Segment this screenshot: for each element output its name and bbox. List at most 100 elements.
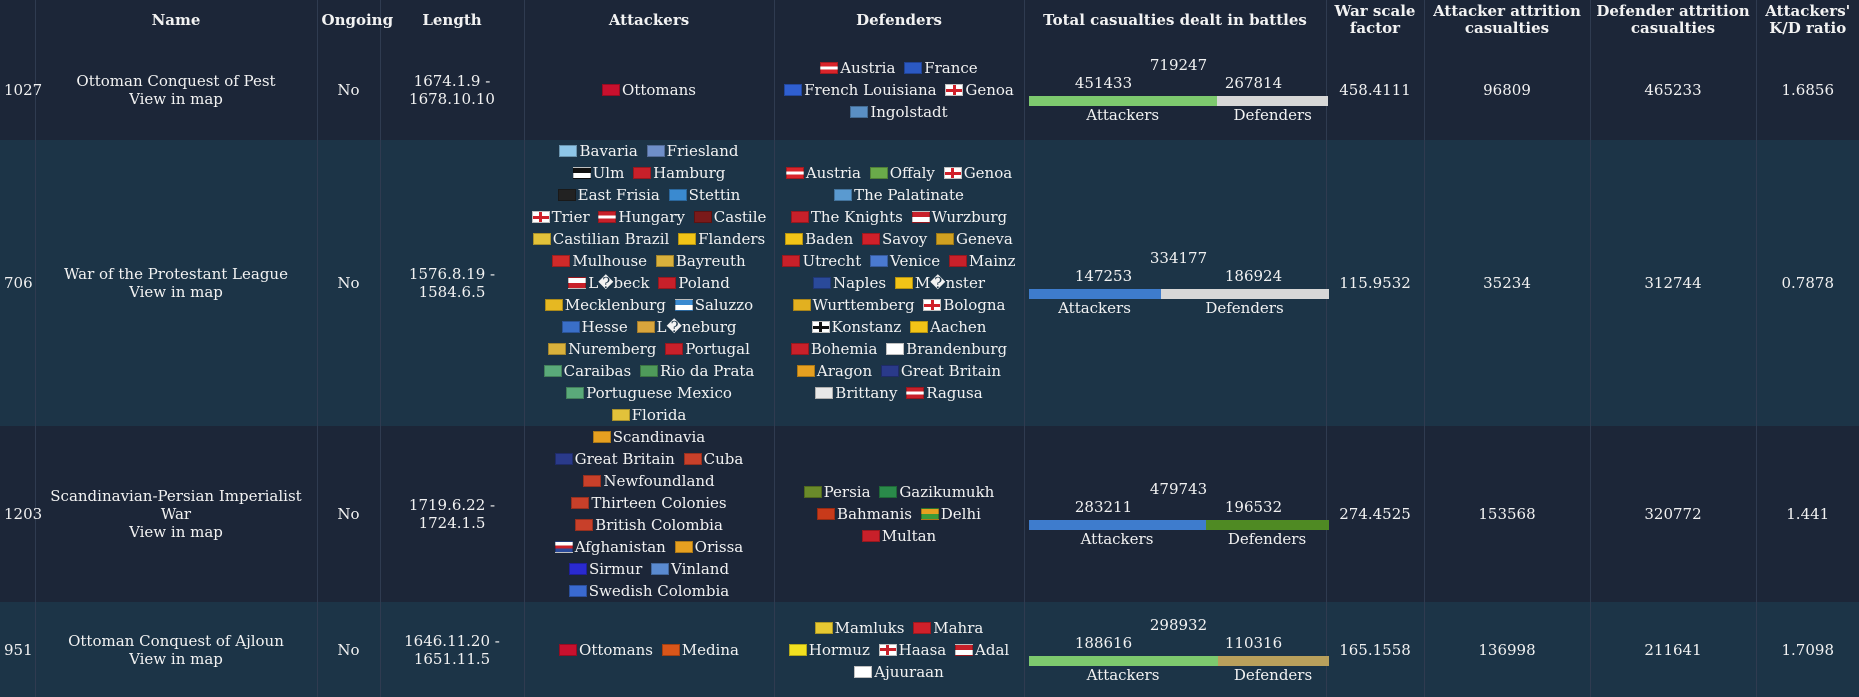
country-entry[interactable]: Adal [955,641,1009,659]
country-entry[interactable]: Ottomans [559,641,653,659]
country-entry[interactable]: Bahmanis [817,505,912,523]
country-entry[interactable]: Savoy [862,230,927,248]
country-entry[interactable]: Cuba [683,450,743,468]
country-entry[interactable]: Stettin [668,186,740,204]
country-entry[interactable]: Brandenburg [886,340,1007,358]
country-entry[interactable]: Friesland [646,142,739,160]
country-entry[interactable]: Florida [611,406,686,424]
country-entry[interactable]: Medina [661,641,739,659]
country-entry[interactable]: The Knights [790,208,903,226]
country-entry[interactable]: M�nster [894,274,985,292]
country-entry[interactable]: Portuguese Mexico [566,384,732,402]
country-entry[interactable]: Castilian Brazil [532,230,669,248]
country-entry[interactable]: Genoa [945,81,1014,99]
header-length[interactable]: Length [380,0,525,40]
header-attackers[interactable]: Attackers [524,0,775,40]
country-entry[interactable]: Offaly [869,164,935,182]
country-entry[interactable]: Hormuz [788,641,870,659]
country-entry[interactable]: Mainz [948,252,1016,270]
flag-icon [814,621,833,634]
country-entry[interactable]: Afghanistan [554,538,666,556]
view-in-map-link[interactable]: View in map [129,90,223,108]
header-defender-attrition[interactable]: Defender attrition casualties [1590,0,1757,40]
country-entry[interactable]: Ottomans [602,81,696,99]
header-ongoing[interactable]: Ongoing [317,0,393,40]
country-entry[interactable]: Ragusa [906,384,983,402]
country-entry[interactable]: Nuremberg [548,340,656,358]
country-entry[interactable]: Newfoundland [583,472,715,490]
country-entry[interactable]: Ingolstadt [850,103,948,121]
header-kd-ratio[interactable]: Attackers' K/D ratio [1765,2,1851,37]
country-entry[interactable]: Austria [820,59,895,77]
country-entry[interactable]: Bohemia [790,340,877,358]
country-entry[interactable]: Hesse [561,318,628,336]
country-entry[interactable]: France [904,59,978,77]
country-entry[interactable]: Utrecht [782,252,861,270]
country-entry[interactable]: Ajuuraan [854,663,944,681]
country-entry[interactable]: Vinland [651,560,729,578]
country-entry[interactable]: Scandinavia [592,428,705,446]
header-war-scale[interactable]: War scale factor [1326,0,1425,40]
country-entry[interactable]: Rio da Prata [639,362,754,380]
country-entry[interactable]: British Colombia [575,516,723,534]
country-entry[interactable]: Great Britain [554,450,675,468]
table-row: 1203 Scandinavian-Persian Imperialist Wa… [0,426,1859,602]
country-entry[interactable]: Ulm [572,164,625,182]
country-entry[interactable]: Baden [785,230,853,248]
country-entry[interactable]: Bayreuth [655,252,746,270]
country-entry[interactable]: Flanders [678,230,765,248]
country-entry[interactable]: Delhi [920,505,981,523]
country-entry[interactable]: L�beck [568,274,650,292]
country-entry[interactable]: Bavaria [559,142,638,160]
country-entry[interactable]: Mecklenburg [544,296,666,314]
country-entry[interactable]: Bologna [923,296,1005,314]
view-in-map-link[interactable]: View in map [129,283,223,301]
country-entry[interactable]: Brittany [815,384,897,402]
country-entry[interactable]: French Louisiana [784,81,937,99]
country-entry[interactable]: Castile [693,208,766,226]
country-entry[interactable]: Austria [785,164,861,182]
country-entry[interactable]: Konstanz [811,318,901,336]
war-length: 1646.11.20 - 1651.11.5 [380,602,525,697]
country-entry[interactable]: Mamluks [814,619,904,637]
country-entry[interactable]: The Palatinate [834,186,964,204]
country-entry[interactable]: Swedish Colombia [568,582,729,600]
header-name[interactable]: Name [35,0,318,40]
country-name: Ulm [592,164,625,182]
country-entry[interactable]: Mulhouse [552,252,647,270]
country-entry[interactable]: Haasa [878,641,946,659]
country-name: Afghanistan [574,538,666,556]
country-entry[interactable]: Aachen [910,318,986,336]
country-entry[interactable]: Geneva [936,230,1013,248]
header-attacker-attrition[interactable]: Attacker attrition casualties [1424,0,1591,40]
country-entry[interactable]: Great Britain [880,362,1001,380]
country-entry[interactable]: Orissa [674,538,743,556]
country-entry[interactable]: Saluzzo [674,296,753,314]
view-in-map-link[interactable]: View in map [129,523,223,541]
country-entry[interactable]: Gazikumukh [879,483,994,501]
country-entry[interactable]: Thirteen Colonies [571,494,727,512]
country-entry[interactable]: Venice [870,252,940,270]
country-entry[interactable]: Persia [803,483,871,501]
country-entry[interactable]: East Frisia [557,186,660,204]
header-defenders[interactable]: Defenders [774,0,1025,40]
country-entry[interactable]: Portugal [665,340,750,358]
country-entry[interactable]: Genoa [943,164,1012,182]
country-entry[interactable]: L�neburg [636,318,736,336]
defender-attrition: 465233 [1590,40,1757,140]
country-entry[interactable]: Multan [861,527,936,545]
country-entry[interactable]: Caraibas [543,362,631,380]
view-in-map-link[interactable]: View in map [129,649,223,668]
attackers-list: Ottomans [524,40,775,140]
country-entry[interactable]: Hamburg [633,164,725,182]
country-entry[interactable]: Wurzburg [911,208,1007,226]
country-entry[interactable]: Aragon [796,362,872,380]
country-entry[interactable]: Trier [531,208,590,226]
country-entry[interactable]: Wurttemberg [792,296,915,314]
country-entry[interactable]: Poland [658,274,730,292]
country-entry[interactable]: Hungary [598,208,685,226]
country-entry[interactable]: Sirmur [568,560,642,578]
header-total-casualties[interactable]: Total casualties dealt in battles [1024,0,1327,40]
country-entry[interactable]: Mahra [913,619,983,637]
country-entry[interactable]: Naples [812,274,886,292]
